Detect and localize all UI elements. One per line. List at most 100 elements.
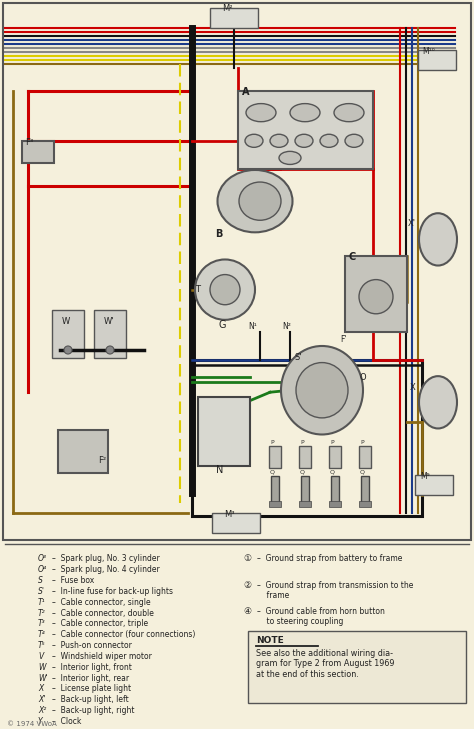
Ellipse shape xyxy=(239,182,281,220)
Ellipse shape xyxy=(296,362,348,418)
Text: M⁹: M⁹ xyxy=(420,472,429,480)
Ellipse shape xyxy=(245,134,263,147)
Bar xyxy=(198,397,250,466)
Bar xyxy=(22,141,54,163)
Text: –  Interior light, rear: – Interior light, rear xyxy=(52,674,129,682)
Text: –  Push-on connector: – Push-on connector xyxy=(52,641,132,650)
Text: Q: Q xyxy=(330,469,335,475)
Text: S': S' xyxy=(38,587,45,596)
Text: F²: F² xyxy=(98,456,106,464)
Text: –  Spark plug, No. 3 cylinder: – Spark plug, No. 3 cylinder xyxy=(52,555,160,564)
Text: ④: ④ xyxy=(243,607,251,615)
Bar xyxy=(271,476,279,504)
Text: X': X' xyxy=(38,695,46,704)
Text: –  Clock: – Clock xyxy=(52,717,82,726)
Ellipse shape xyxy=(419,213,457,265)
Text: P: P xyxy=(330,440,334,445)
Text: Q: Q xyxy=(270,469,275,475)
Text: W: W xyxy=(38,663,46,672)
Bar xyxy=(415,475,453,495)
Bar xyxy=(418,50,456,71)
Ellipse shape xyxy=(419,376,457,429)
Text: O⁴: O⁴ xyxy=(38,565,47,574)
Bar xyxy=(58,430,108,472)
Ellipse shape xyxy=(345,134,363,147)
Text: W': W' xyxy=(38,674,47,682)
Text: M¹⁰: M¹⁰ xyxy=(422,47,435,56)
Text: G: G xyxy=(219,320,227,330)
Text: B: B xyxy=(215,230,222,239)
Text: M³: M³ xyxy=(224,510,235,519)
Text: X²: X² xyxy=(38,706,46,715)
Ellipse shape xyxy=(270,134,288,147)
Bar xyxy=(331,476,339,504)
Text: Y: Y xyxy=(38,717,43,726)
Circle shape xyxy=(195,260,255,320)
Bar xyxy=(359,445,371,468)
Text: –  License plate light: – License plate light xyxy=(52,685,131,693)
Text: X: X xyxy=(410,383,416,392)
Text: O³: O³ xyxy=(38,555,47,564)
Bar xyxy=(52,310,84,358)
Text: N: N xyxy=(216,464,223,475)
Text: Q: Q xyxy=(300,469,305,475)
Bar xyxy=(238,90,373,169)
Text: T⁵: T⁵ xyxy=(38,641,46,650)
Bar xyxy=(359,501,371,507)
Text: –  Fuse box: – Fuse box xyxy=(52,576,94,585)
Bar xyxy=(212,513,260,533)
Text: T¹: T¹ xyxy=(38,598,46,607)
Text: © 1974 VWoA: © 1974 VWoA xyxy=(7,721,57,727)
Bar xyxy=(94,310,126,358)
Text: P: P xyxy=(300,440,304,445)
Circle shape xyxy=(64,346,72,354)
Text: –  Ground strap from battery to frame: – Ground strap from battery to frame xyxy=(257,555,402,564)
Ellipse shape xyxy=(290,104,320,122)
Ellipse shape xyxy=(359,280,393,313)
Text: –  Spark plug, No. 4 cylinder: – Spark plug, No. 4 cylinder xyxy=(52,565,160,574)
Bar xyxy=(329,445,341,468)
Text: T⁴: T⁴ xyxy=(38,631,46,639)
Bar xyxy=(361,476,369,504)
Text: See also the additional wiring dia-
gram for Type 2 from August 1969
at the end : See also the additional wiring dia- gram… xyxy=(256,649,394,679)
Text: A: A xyxy=(242,87,249,96)
Text: –  Ground strap from transmission to the
    frame: – Ground strap from transmission to the … xyxy=(257,580,413,600)
Bar xyxy=(299,445,311,468)
Bar xyxy=(192,360,422,516)
Ellipse shape xyxy=(320,134,338,147)
Circle shape xyxy=(106,346,114,354)
Bar xyxy=(329,501,341,507)
Bar xyxy=(345,257,407,332)
Text: F': F' xyxy=(340,335,346,344)
Text: S': S' xyxy=(295,353,302,362)
Text: W: W xyxy=(62,317,70,326)
Text: F³: F³ xyxy=(25,138,33,147)
Text: ②: ② xyxy=(243,580,251,590)
Text: T: T xyxy=(195,284,200,294)
Circle shape xyxy=(210,275,240,305)
Text: P: P xyxy=(270,440,273,445)
Text: –  Back-up light, left: – Back-up light, left xyxy=(52,695,129,704)
Text: –  Cable connector, double: – Cable connector, double xyxy=(52,609,154,617)
Text: P: P xyxy=(360,440,364,445)
Text: X': X' xyxy=(408,219,416,228)
Text: T³: T³ xyxy=(38,620,46,628)
Ellipse shape xyxy=(281,346,363,434)
Text: N¹: N¹ xyxy=(248,322,257,331)
Ellipse shape xyxy=(218,170,292,233)
Text: W': W' xyxy=(104,317,115,326)
Bar xyxy=(301,476,309,504)
Bar xyxy=(269,501,281,507)
Text: C: C xyxy=(349,252,356,262)
Text: NOTE: NOTE xyxy=(256,636,284,644)
Ellipse shape xyxy=(246,104,276,122)
Ellipse shape xyxy=(279,152,301,165)
Text: M²: M² xyxy=(222,4,233,13)
Text: V: V xyxy=(38,652,43,661)
Text: S: S xyxy=(38,576,43,585)
Text: O: O xyxy=(360,373,366,382)
Ellipse shape xyxy=(334,104,364,122)
Text: –  Back-up light, right: – Back-up light, right xyxy=(52,706,135,715)
Text: –  Ground cable from horn button
    to steering coupling: – Ground cable from horn button to steer… xyxy=(257,607,385,626)
Text: Q: Q xyxy=(360,469,365,475)
